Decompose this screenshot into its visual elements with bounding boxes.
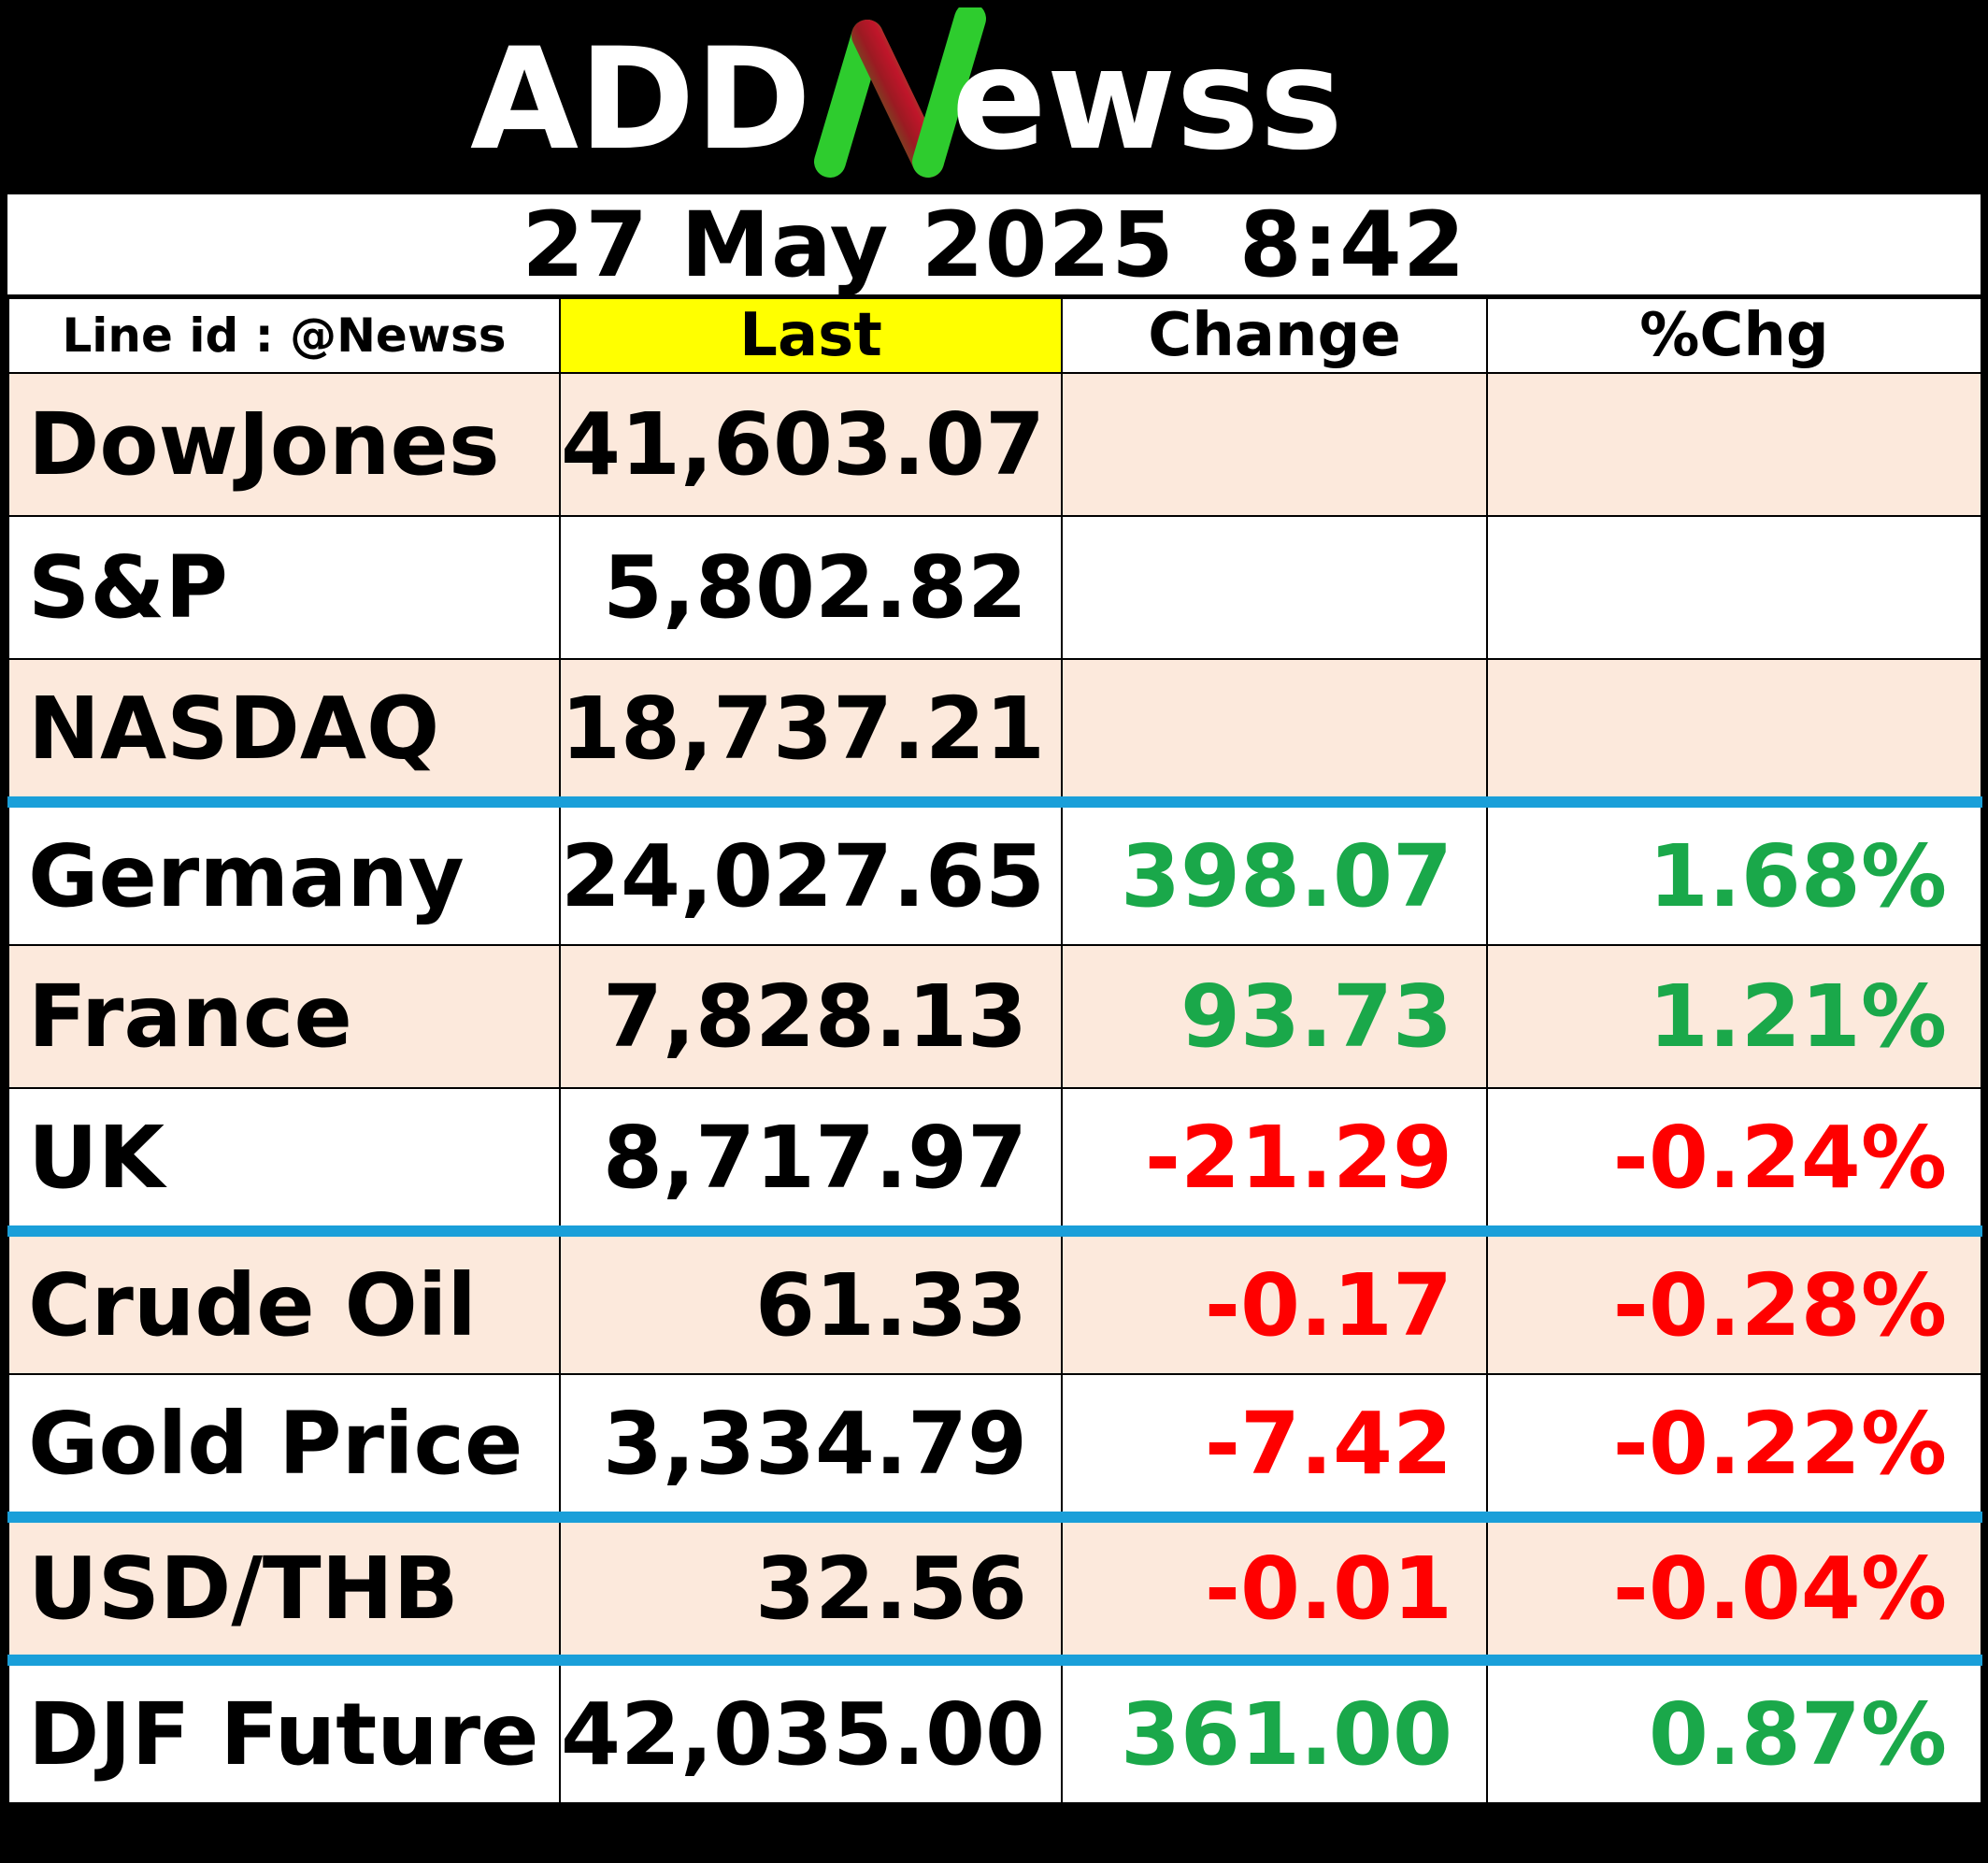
row-pct: -0.24% [1486, 1087, 1982, 1232]
row-pct: 1.21% [1486, 944, 1982, 1089]
row-change: 398.07 [1061, 796, 1488, 946]
row-name: S&P [7, 515, 561, 660]
row-last: 32.56 [559, 1512, 1063, 1661]
row-last: 41,603.07 [559, 372, 1063, 517]
table-row-dowjones: DowJones 41,603.07 [7, 372, 1982, 517]
table-row-crude-oil: Crude Oil 61.33 -0.17 -0.28% [7, 1225, 1982, 1375]
row-last: 42,035.00 [559, 1655, 1063, 1804]
row-last: 61.33 [559, 1225, 1063, 1375]
row-name: DJF Future [7, 1655, 561, 1804]
row-change: -21.29 [1061, 1087, 1488, 1232]
row-pct: -0.28% [1486, 1225, 1982, 1375]
table-row-djf-future: DJF Future 42,035.00 361.00 0.87% [7, 1655, 1982, 1804]
table-row-uk: UK 8,717.97 -21.29 -0.24% [7, 1087, 1982, 1232]
row-pct: 0.87% [1486, 1655, 1982, 1804]
row-last: 24,027.65 [559, 796, 1063, 946]
table-row-sp: S&P 5,802.82 [7, 515, 1982, 660]
table-row-france: France 7,828.13 93.73 1.21% [7, 944, 1982, 1089]
header-last: Last [559, 297, 1063, 374]
row-name: USD/THB [7, 1512, 561, 1661]
row-change: 361.00 [1061, 1655, 1488, 1804]
table-row-gold-price: Gold Price 3,334.79 -7.42 -0.22% [7, 1373, 1982, 1518]
row-name: France [7, 944, 561, 1089]
row-last: 5,802.82 [559, 515, 1063, 660]
row-pct: -0.22% [1486, 1373, 1982, 1518]
row-pct [1486, 515, 1982, 660]
row-name: NASDAQ [7, 658, 561, 803]
row-pct: -0.04% [1486, 1512, 1982, 1661]
row-change [1061, 515, 1488, 660]
row-name: UK [7, 1087, 561, 1232]
header-pct-change: %Chg [1486, 297, 1982, 374]
row-pct [1486, 658, 1982, 803]
addnewss-logo: ADD ewss [470, 7, 1343, 181]
row-last: 3,334.79 [559, 1373, 1063, 1518]
row-change [1061, 372, 1488, 517]
header-change: Change [1061, 297, 1488, 374]
logo-text-left: ADD [470, 19, 811, 181]
row-name: Germany [7, 796, 561, 946]
row-name: Crude Oil [7, 1225, 561, 1375]
row-name: Gold Price [7, 1373, 561, 1518]
timestamp-bar: 27 May 2025 8:42 [7, 192, 1981, 297]
row-change: 93.73 [1061, 944, 1488, 1089]
row-last: 8,717.97 [559, 1087, 1063, 1232]
row-pct: 1.68% [1486, 796, 1982, 946]
logo-text-right: ewss [951, 19, 1343, 181]
market-table: Line id : @Newss Last Change %Chg DowJon… [7, 297, 1982, 1804]
logo-n-mark [814, 7, 986, 178]
row-change: -0.17 [1061, 1225, 1488, 1375]
row-change [1061, 658, 1488, 803]
table-row-germany: Germany 24,027.65 398.07 1.68% [7, 796, 1982, 946]
row-change: -7.42 [1061, 1373, 1488, 1518]
timestamp: 27 May 2025 8:42 [522, 192, 1466, 297]
header-line-id: Line id : @Newss [7, 297, 561, 374]
row-last: 7,828.13 [559, 944, 1063, 1089]
table-header-row: Line id : @Newss Last Change %Chg [7, 297, 1982, 374]
row-name: DowJones [7, 372, 561, 517]
row-last: 18,737.21 [559, 658, 1063, 803]
table-row-nasdaq: NASDAQ 18,737.21 [7, 658, 1982, 803]
table-row-usd-thb: USD/THB 32.56 -0.01 -0.04% [7, 1512, 1982, 1661]
logo-banner: ADD ewss [7, 7, 1981, 194]
row-pct [1486, 372, 1982, 517]
row-change: -0.01 [1061, 1512, 1488, 1661]
